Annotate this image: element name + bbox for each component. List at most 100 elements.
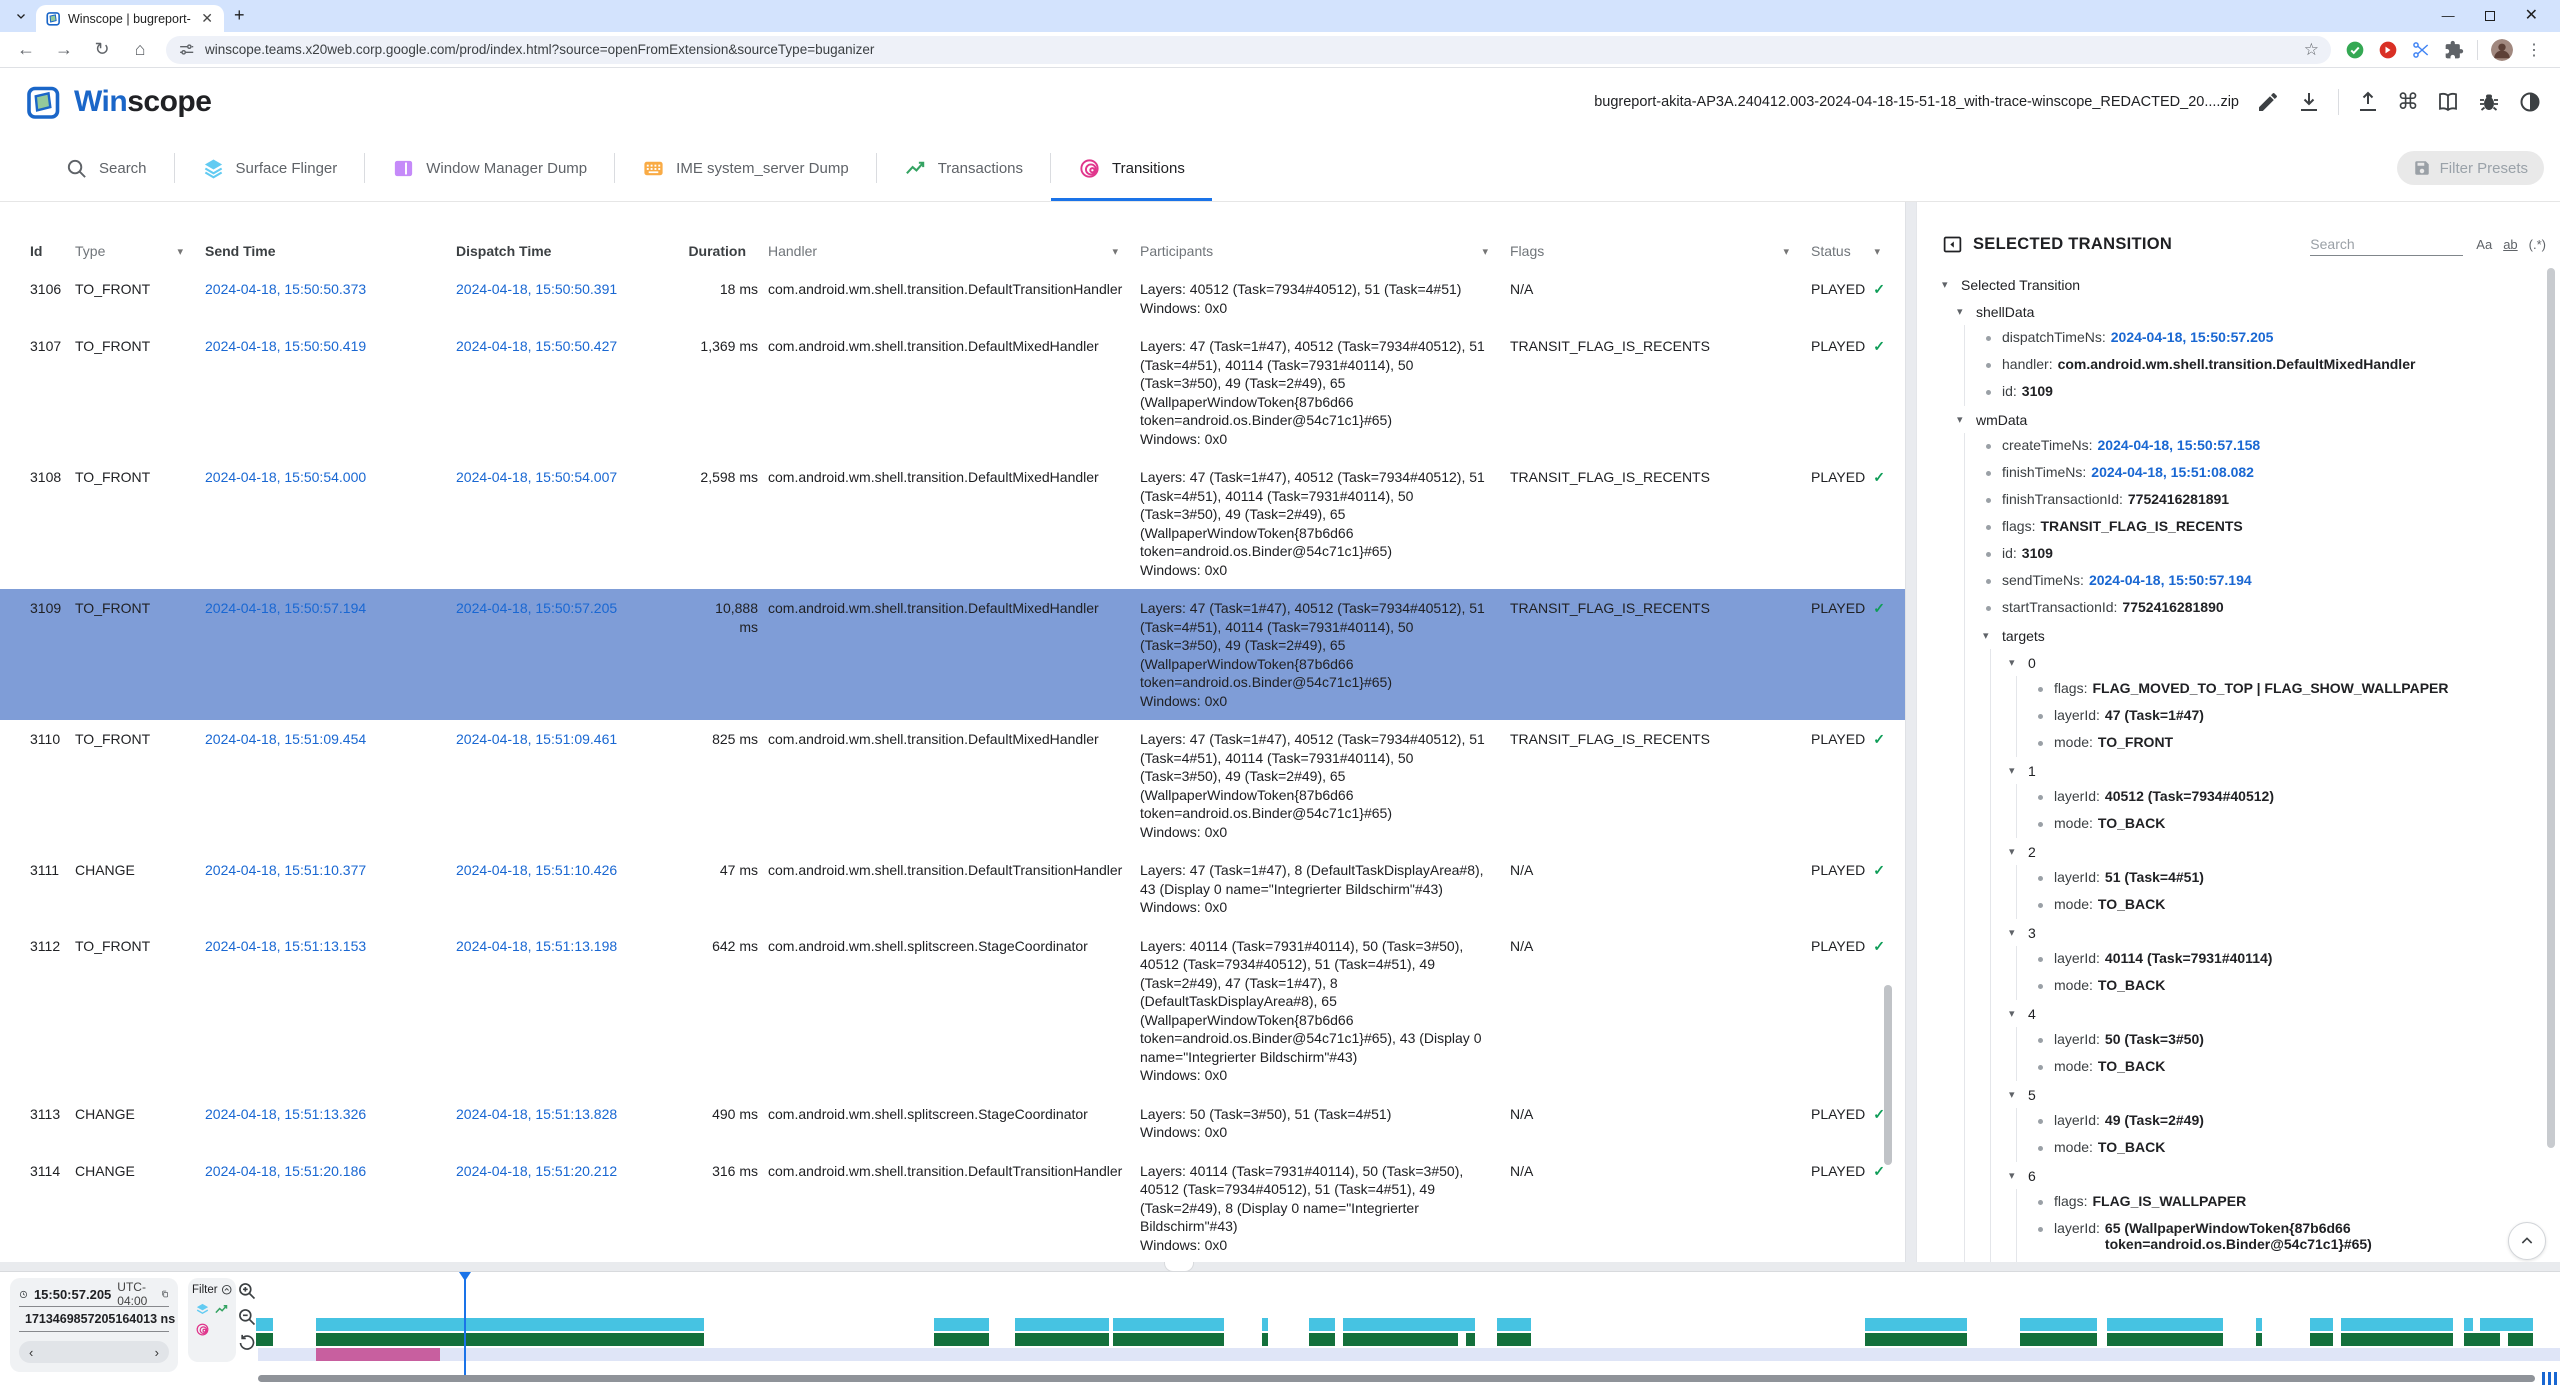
timeline-bookmark-tick[interactable] [2554, 1372, 2557, 1385]
browser-tab[interactable]: Winscope | bugreport-ak ✕ [36, 5, 224, 32]
reload-icon[interactable]: ↻ [94, 39, 110, 59]
surface-flinger-segment[interactable] [316, 1318, 704, 1331]
ns-time-value[interactable]: 1713469857205164013 ns [25, 1312, 176, 1326]
tree-node[interactable]: ▾ 6 [2009, 1162, 2560, 1189]
address-bar[interactable]: winscope.teams.x20web.corp.google.com/pr… [166, 35, 2331, 64]
tab-window-manager-dump[interactable]: Window Manager Dump [365, 135, 614, 201]
regex-button[interactable]: (.*) [2528, 236, 2546, 252]
timeline-scrollbar[interactable] [258, 1375, 2535, 1382]
scissors-extension-icon[interactable] [2411, 40, 2431, 60]
table-scrollbar[interactable] [1884, 985, 1892, 1165]
table-row[interactable]: 3109 TO_FRONT 2024-04-18, 15:50:57.194 2024… [0, 589, 1905, 720]
scroll-to-top-button[interactable] [2508, 1222, 2546, 1260]
tab-ime-system-server-dump[interactable]: IME system_server Dump [615, 135, 876, 201]
report-bug-icon[interactable] [2477, 90, 2501, 114]
surface-flinger-segment[interactable] [1113, 1318, 1224, 1331]
tree-node[interactable]: ▾ 0 [2009, 649, 2560, 676]
human-time-value[interactable]: 15:50:57.205 [33, 1286, 112, 1302]
surface-flinger-segment[interactable] [2020, 1318, 2097, 1331]
transactions-segment[interactable] [2310, 1333, 2333, 1346]
transactions-segment[interactable] [1113, 1333, 1224, 1346]
collapse-arrow-icon[interactable]: ▾ [2009, 846, 2015, 858]
collapse-arrow-icon[interactable]: ▾ [2009, 657, 2015, 669]
surface-flinger-segment[interactable] [1497, 1318, 1531, 1331]
dispatch-time-link[interactable]: 2024-04-18, 15:51:20.212 [456, 1162, 618, 1179]
column-header-type[interactable]: Type ▾ [75, 243, 183, 259]
filter-arrow-icon[interactable]: ▾ [1482, 245, 1488, 258]
dispatch-time-link[interactable]: 2024-04-18, 15:51:10.426 [456, 862, 618, 878]
transactions-filter-icon[interactable] [214, 1302, 229, 1317]
send-time-link[interactable]: 2024-04-18, 15:50:54.000 [205, 469, 367, 485]
tree-node[interactable]: ▾ 4 [2009, 1000, 2560, 1027]
dispatch-time-link[interactable]: 2024-04-18, 15:50:57.205 [456, 600, 618, 616]
surface-flinger-segment[interactable] [2480, 1318, 2533, 1331]
panel-divider[interactable] [1905, 202, 1917, 1262]
transitions-filter-icon[interactable] [195, 1322, 210, 1337]
timeline-bookmark-tick[interactable] [2542, 1372, 2545, 1385]
match-word-button[interactable]: ab [2503, 236, 2518, 252]
timeline-collapse-handle[interactable] [1164, 1262, 1194, 1272]
zoom-in-icon[interactable] [237, 1281, 257, 1301]
transactions-segment[interactable] [1865, 1333, 1967, 1346]
window-minimize-button[interactable]: — [2441, 8, 2455, 23]
table-row[interactable]: 3108 TO_FRONT 2024-04-18, 15:50:54.000 2024… [0, 458, 1905, 589]
timeline-bookmark-tick[interactable] [2548, 1372, 2551, 1385]
tree-node[interactable]: ▾ wmData [1957, 406, 2560, 433]
site-settings-tune-icon[interactable] [178, 41, 195, 58]
tree-node[interactable]: ▾ 3 [2009, 919, 2560, 946]
panel-search-input[interactable] [2310, 232, 2464, 256]
filter-arrow-icon[interactable]: ▾ [177, 245, 183, 258]
dispatch-time-link[interactable]: 2024-04-18, 15:51:09.461 [456, 731, 618, 747]
new-tab-button[interactable]: + [234, 5, 245, 25]
dispatch-time-link[interactable]: 2024-04-18, 15:50:50.427 [456, 338, 618, 354]
dispatch-time-link[interactable]: 2024-04-18, 15:51:13.198 [456, 937, 618, 954]
tab-surface-flinger[interactable]: Surface Flinger [175, 135, 365, 201]
collapse-filter-icon[interactable] [221, 1283, 232, 1297]
collapse-arrow-icon[interactable]: ▾ [2009, 1089, 2015, 1101]
tab-close-icon[interactable]: ✕ [201, 10, 213, 26]
transactions-segment[interactable] [2508, 1333, 2533, 1346]
table-row[interactable]: 3112 TO_FRONT 2024-04-18, 15:51:13.153 2024… [0, 927, 1905, 1095]
surface-flinger-segment[interactable] [2341, 1318, 2453, 1331]
send-time-link[interactable]: 2024-04-18, 15:51:13.326 [205, 1105, 367, 1122]
table-row[interactable]: 3114 CHANGE 2024-04-18, 15:51:20.186 2024-0… [0, 1152, 1905, 1263]
surface-flinger-segment[interactable] [1262, 1318, 1268, 1331]
extension-check-icon[interactable] [2345, 40, 2365, 60]
tree-node[interactable]: ▾ shellData [1957, 298, 2560, 325]
collapse-arrow-icon[interactable]: ▾ [1957, 414, 1963, 426]
download-icon[interactable] [2297, 90, 2321, 114]
edit-pencil-icon[interactable] [2256, 90, 2280, 114]
extensions-puzzle-icon[interactable] [2444, 40, 2464, 60]
tree-node[interactable]: ▾ Selected Transition [1942, 271, 2560, 298]
table-row[interactable]: 3107 TO_FRONT 2024-04-18, 15:50:50.419 2024… [0, 327, 1905, 458]
reset-zoom-icon[interactable] [237, 1333, 257, 1353]
surface-flinger-segment[interactable] [2256, 1318, 2262, 1331]
copy-icon[interactable] [161, 1288, 169, 1301]
bookmark-star-icon[interactable]: ☆ [2303, 39, 2319, 59]
transactions-segment[interactable] [1466, 1333, 1475, 1346]
surface-flinger-segment[interactable] [1865, 1318, 1967, 1331]
transactions-segment[interactable] [2341, 1333, 2453, 1346]
transition-segment[interactable] [316, 1348, 440, 1361]
table-row[interactable]: 3110 TO_FRONT 2024-04-18, 15:51:09.454 2024… [0, 720, 1905, 851]
collapse-arrow-icon[interactable]: ▾ [2009, 765, 2015, 777]
dispatch-time-link[interactable]: 2024-04-18, 15:50:50.391 [456, 281, 618, 297]
prev-entry-button[interactable]: ‹ [29, 1344, 34, 1360]
table-row[interactable]: 3111 CHANGE 2024-04-18, 15:51:10.377 2024-0… [0, 851, 1905, 927]
zoom-out-icon[interactable] [237, 1307, 257, 1327]
tree-node[interactable]: ▾ 5 [2009, 1081, 2560, 1108]
dark-mode-icon[interactable] [2518, 90, 2542, 114]
tab-search-button[interactable] [8, 3, 34, 29]
collapse-arrow-icon[interactable]: ▾ [1957, 306, 1963, 318]
keyboard-shortcuts-icon[interactable]: ⌘ [2397, 89, 2419, 114]
send-time-link[interactable]: 2024-04-18, 15:51:09.454 [205, 731, 367, 747]
tab-search[interactable]: Search [38, 135, 174, 201]
surface-flinger-segment[interactable] [2310, 1318, 2333, 1331]
tab-transactions[interactable]: Transactions [877, 135, 1050, 201]
filter-arrow-icon[interactable]: ▾ [1112, 245, 1118, 258]
next-entry-button[interactable]: › [154, 1344, 159, 1360]
filter-arrow-icon[interactable]: ▾ [1874, 245, 1880, 258]
tab-transitions[interactable]: Transitions [1051, 135, 1212, 201]
forward-icon[interactable]: → [55, 39, 73, 59]
back-icon[interactable]: ← [17, 39, 35, 59]
